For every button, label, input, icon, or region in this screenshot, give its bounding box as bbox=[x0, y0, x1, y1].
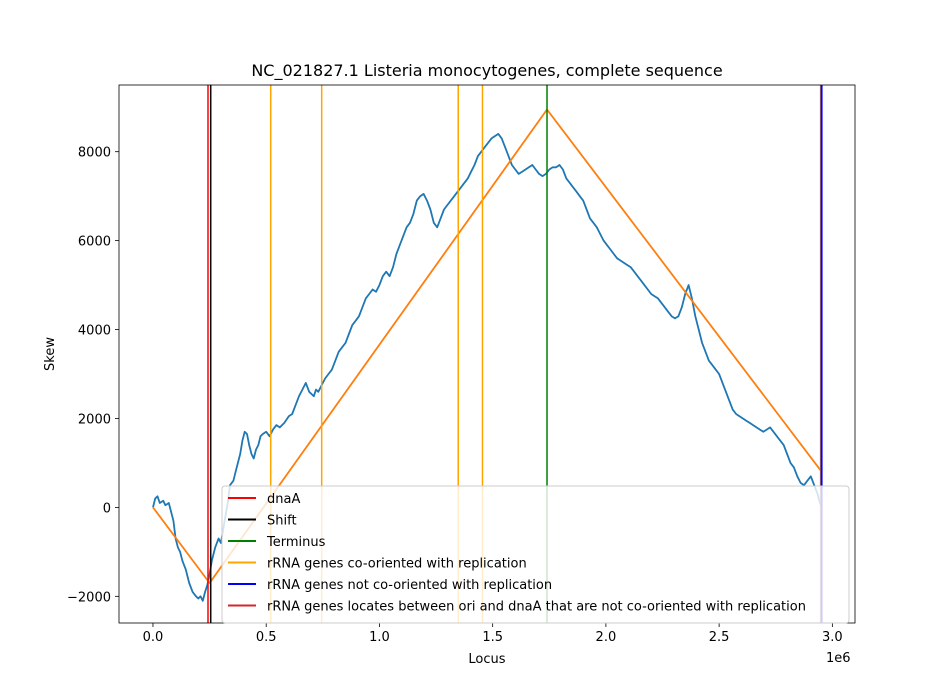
x-tick-label: 2.0 bbox=[596, 630, 617, 645]
x-tick-label: 3.0 bbox=[822, 630, 843, 645]
series-line-1 bbox=[152, 108, 823, 584]
y-tick-label: 2000 bbox=[78, 412, 111, 427]
y-tick-label: 4000 bbox=[78, 324, 111, 339]
x-axis-offset-label: 1e6 bbox=[826, 651, 851, 666]
legend-label: dnaA bbox=[267, 492, 300, 507]
legend-label: rRNA genes not co-oriented with replicat… bbox=[267, 578, 552, 593]
legend-label: rRNA genes co-oriented with replication bbox=[267, 557, 527, 572]
legend: dnaA Shift Terminus rRNA genes co-oriented … bbox=[221, 485, 850, 624]
y-tick-label: 6000 bbox=[78, 235, 111, 250]
y-axis-label: Skew bbox=[43, 337, 58, 371]
legend-label: Terminus bbox=[266, 535, 326, 550]
x-tick-label: 1.5 bbox=[482, 630, 503, 645]
x-tick-label: 2.5 bbox=[709, 630, 730, 645]
legend-label: Shift bbox=[267, 514, 297, 529]
y-tick-label: 0 bbox=[103, 501, 111, 516]
legend-box bbox=[221, 485, 850, 624]
x-axis-label: Locus bbox=[468, 652, 505, 667]
y-tick-label: −2000 bbox=[67, 590, 111, 605]
y-tick-label: 8000 bbox=[78, 146, 111, 161]
x-tick-label: 0.5 bbox=[256, 630, 277, 645]
x-tick-label: 1.0 bbox=[369, 630, 390, 645]
x-tick-label: 0.0 bbox=[143, 630, 164, 645]
legend-label: rRNA genes locates between ori and dnaA … bbox=[267, 600, 806, 615]
axes: 0.0 0.5 1.0 1.5 2.0 2.5 3.0 −2000 0 2000 4000 6000 8… bbox=[67, 84, 856, 645]
series-line-0 bbox=[152, 132, 823, 602]
chart-title: NC_021827.1 Listeria monocytogenes, comp… bbox=[251, 61, 722, 81]
